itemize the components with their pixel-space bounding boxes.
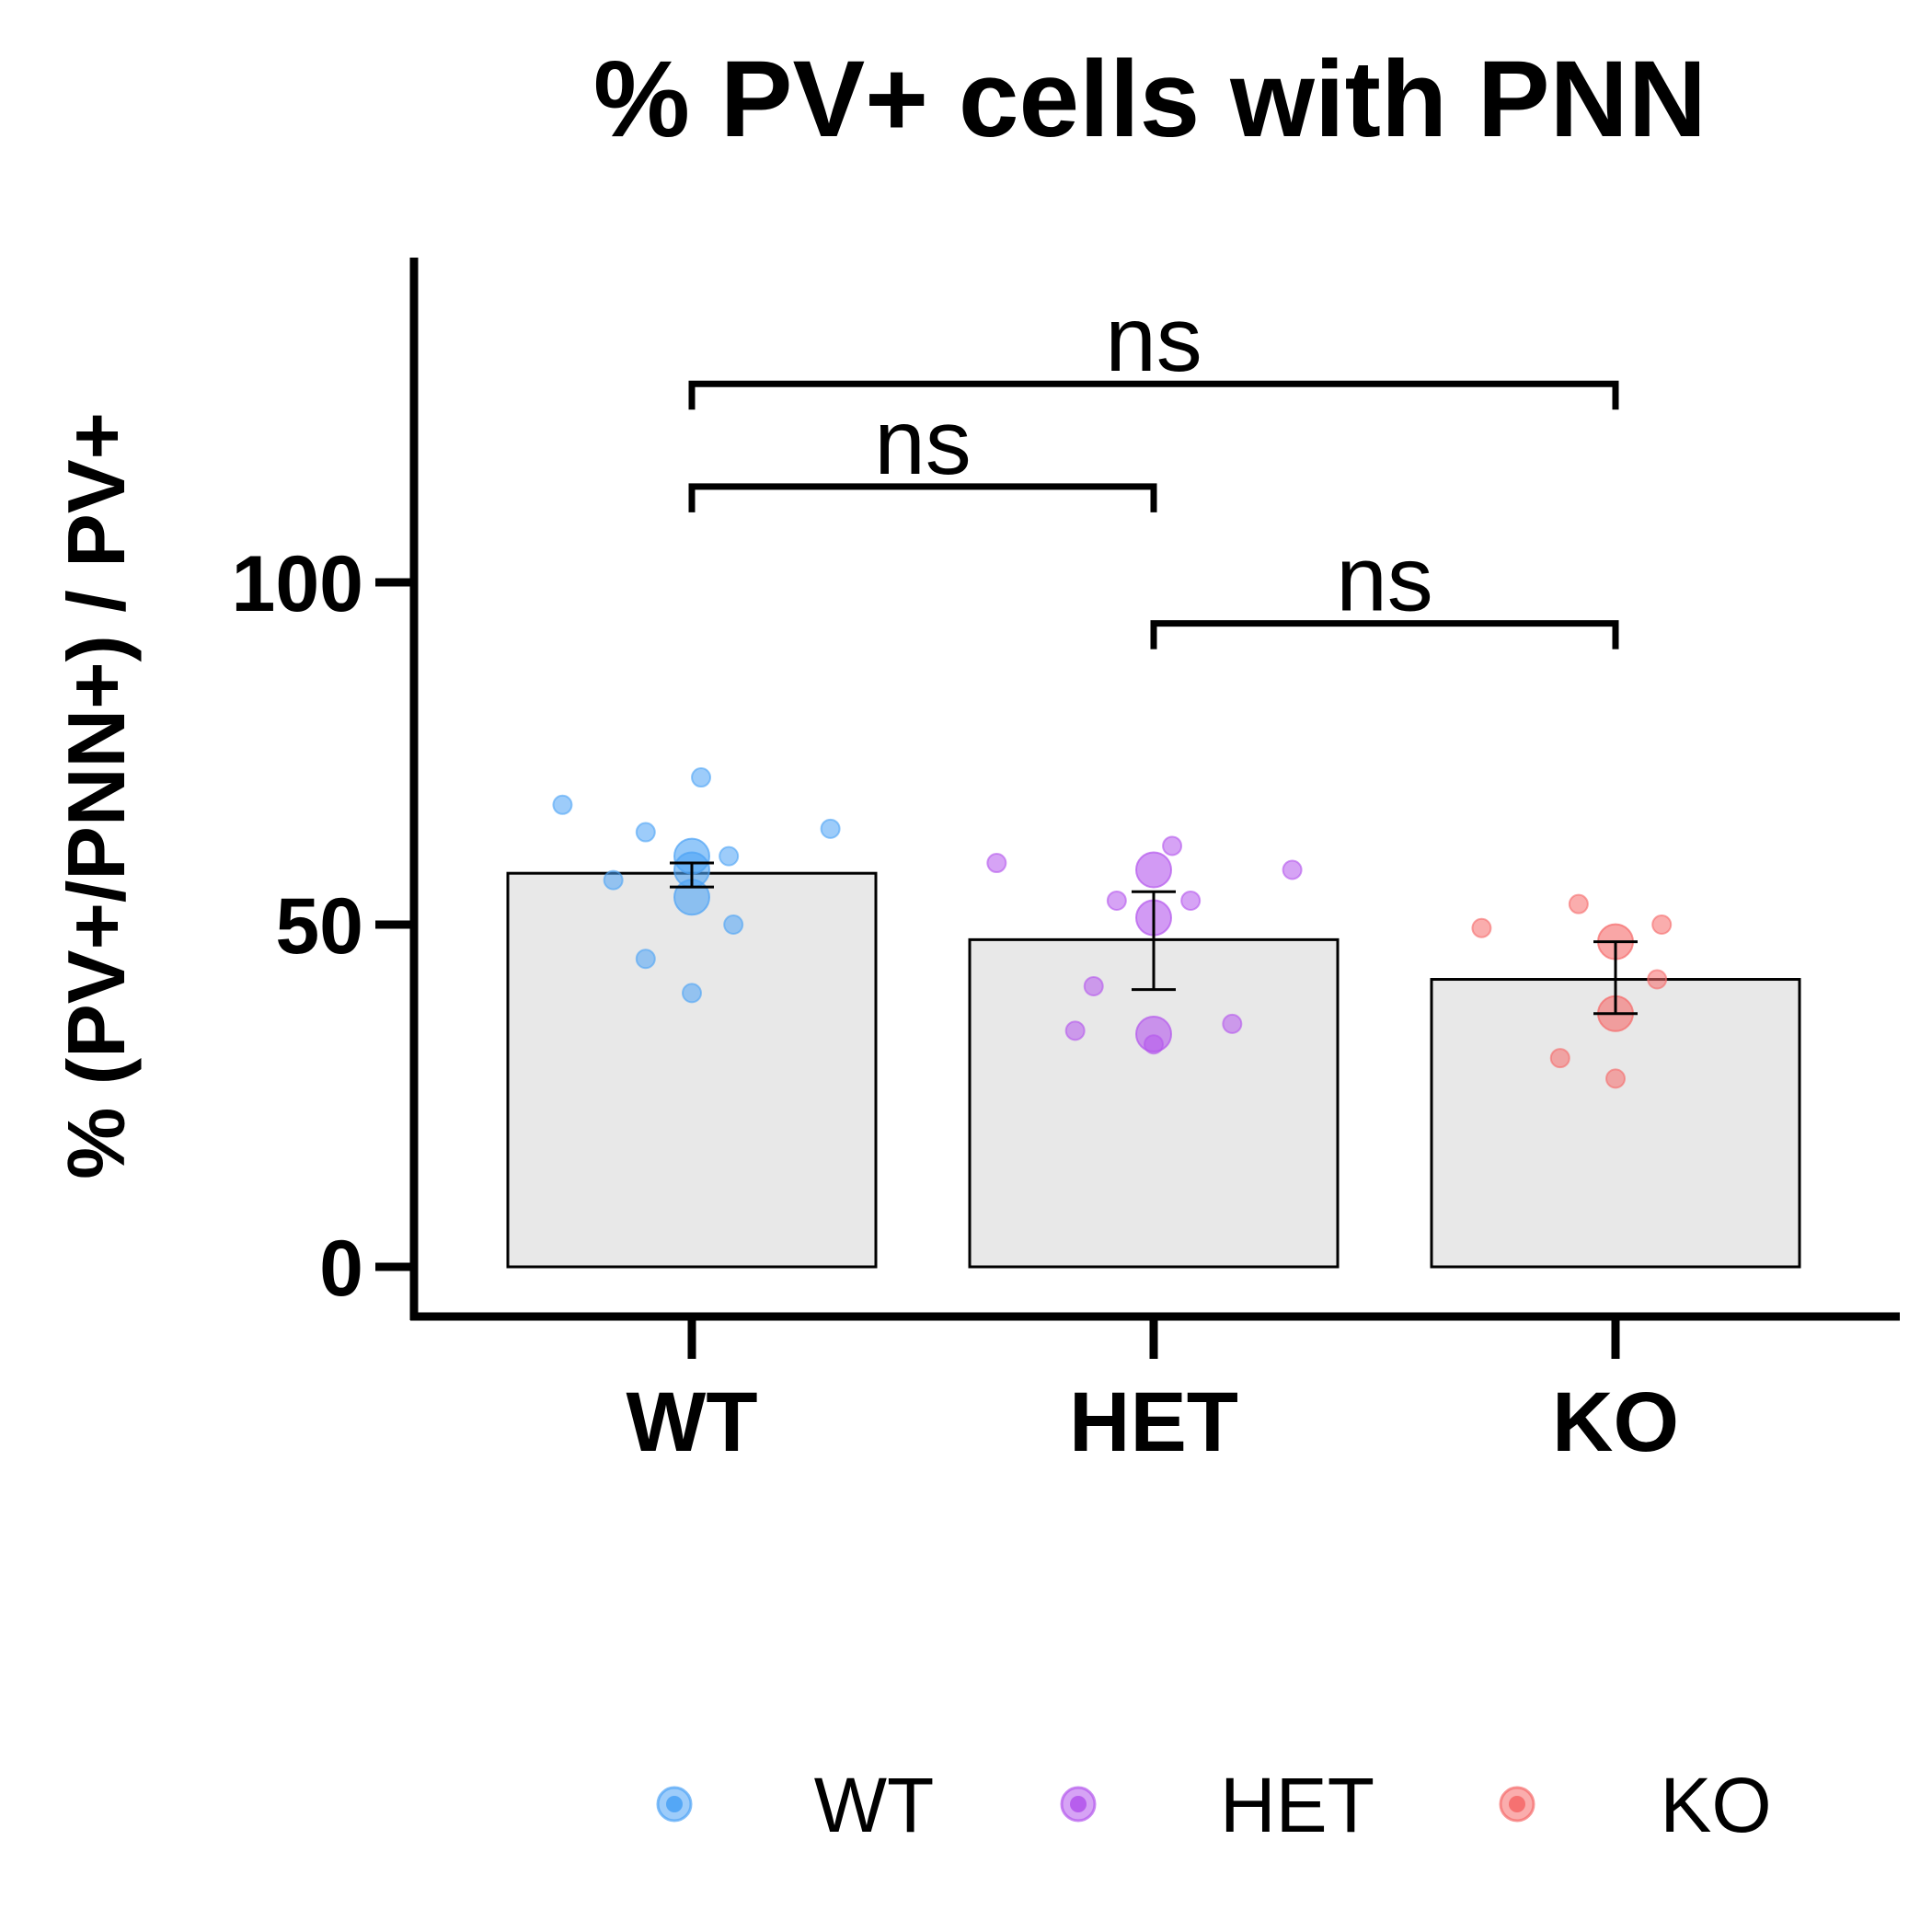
plot-area: 0 50 100 WT HET KO ns ns ns	[232, 258, 1900, 1469]
data-point-wt	[603, 869, 624, 891]
data-point-het	[1083, 975, 1104, 996]
data-point-het	[1106, 890, 1127, 911]
data-point-ko	[1605, 1068, 1626, 1089]
data-point-ko	[1647, 969, 1668, 990]
bar-het	[968, 937, 1340, 1269]
significance-bracket	[688, 483, 1157, 512]
y-tick-label: 50	[275, 882, 363, 971]
data-point-het	[1282, 859, 1303, 880]
bar-wt	[506, 871, 878, 1269]
y-tick-label: 0	[319, 1225, 363, 1313]
legend-marker-core-wt	[666, 1796, 683, 1812]
y-axis-label: % (PV+/PNN+) / PV+	[51, 412, 142, 1179]
data-point-wt	[691, 767, 712, 788]
data-point-ko	[1568, 893, 1589, 914]
data-point-ko	[1651, 914, 1673, 935]
legend-marker-core-ko	[1509, 1796, 1525, 1812]
significance-label: ns	[1105, 288, 1202, 391]
mean-point-het	[1135, 851, 1172, 889]
significance-bracket	[688, 380, 1619, 410]
data-point-het	[986, 853, 1007, 874]
data-point-ko	[1471, 917, 1492, 938]
legend-label-ko: KO	[1660, 1762, 1771, 1848]
significance-label: ns	[1336, 528, 1433, 631]
y-tick-label: 100	[232, 540, 364, 628]
x-tick-label-het: HET	[1069, 1375, 1238, 1469]
mean-point-het	[1135, 1016, 1172, 1053]
significance-bracket	[1150, 620, 1619, 650]
data-point-wt	[552, 794, 573, 815]
legend-label-wt: WT	[814, 1762, 935, 1848]
data-point-ko	[1549, 1048, 1570, 1069]
data-point-het	[1180, 890, 1202, 911]
data-point-wt	[719, 845, 740, 867]
data-point-het	[1064, 1020, 1086, 1041]
chart-title: % PV+ cells with PNN	[593, 39, 1707, 160]
legend: WT HET KO	[656, 1762, 1772, 1848]
legend-marker-core-het	[1070, 1796, 1087, 1812]
data-point-wt	[635, 822, 656, 843]
x-tick-label-ko: KO	[1552, 1375, 1679, 1469]
data-point-wt	[682, 983, 702, 1004]
data-point-het	[1222, 1013, 1243, 1034]
data-point-wt	[635, 949, 656, 970]
legend-label-het: HET	[1220, 1762, 1374, 1848]
data-point-wt	[820, 818, 841, 839]
data-point-het	[1162, 835, 1183, 857]
x-tick-label-wt: WT	[626, 1375, 757, 1469]
data-point-wt	[723, 914, 744, 935]
significance-label: ns	[874, 391, 972, 494]
